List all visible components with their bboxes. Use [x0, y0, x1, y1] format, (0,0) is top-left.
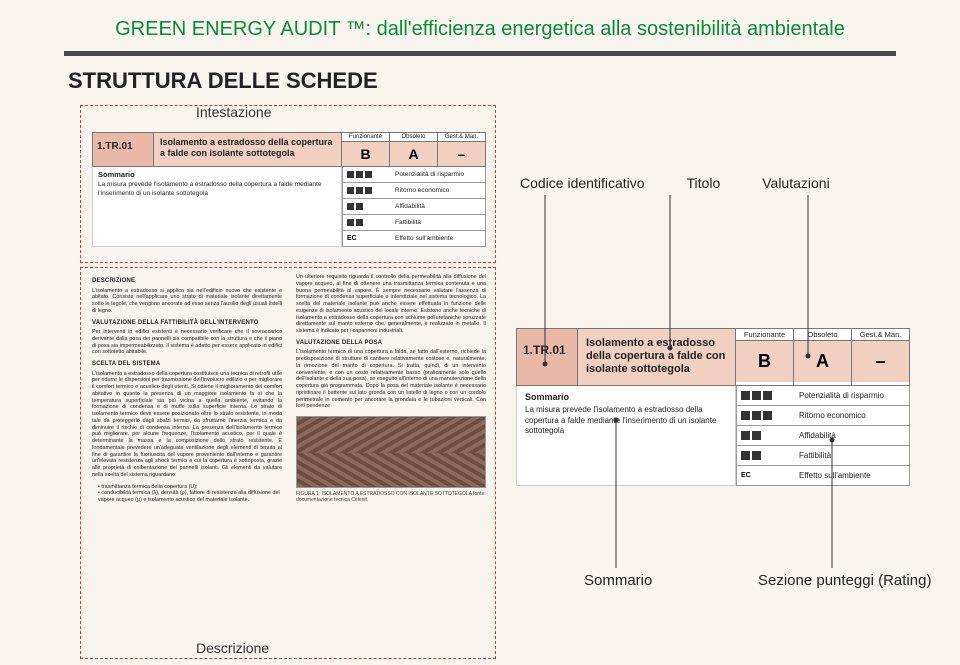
leader-lines [0, 0, 960, 665]
